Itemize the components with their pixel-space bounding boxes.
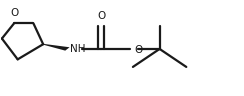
Text: O: O <box>135 45 143 55</box>
Text: O: O <box>97 11 105 21</box>
Polygon shape <box>43 44 70 51</box>
Text: NH: NH <box>70 44 86 54</box>
Text: O: O <box>10 8 18 18</box>
